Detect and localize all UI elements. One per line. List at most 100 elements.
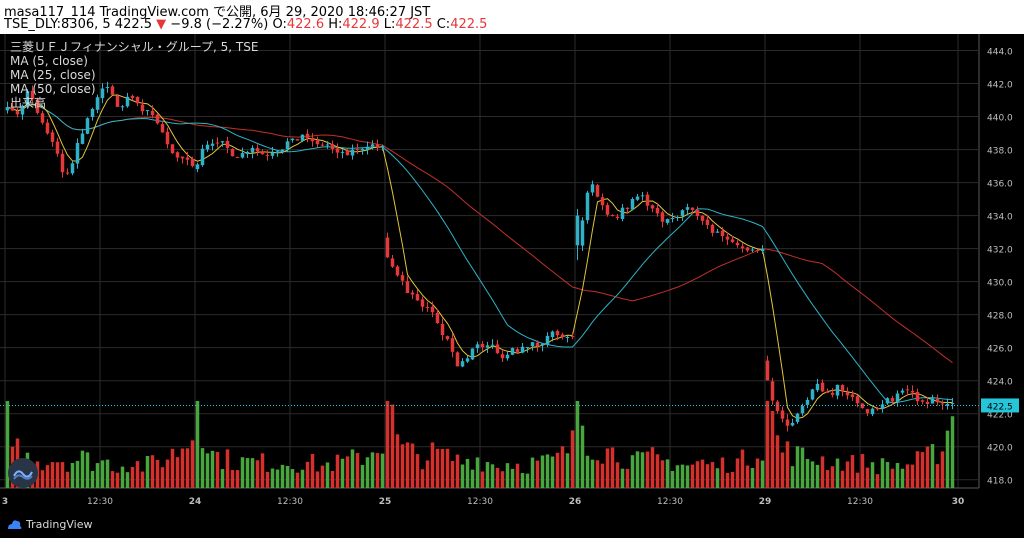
candle-body — [605, 204, 610, 215]
volume-bar — [340, 458, 345, 488]
candle-body — [270, 152, 275, 156]
chart-header: masa117_114 TradingView.com で公開, 6月 29, … — [0, 0, 1024, 34]
y-tick-label: 432.0 — [987, 246, 1013, 256]
volume-bar — [375, 453, 380, 488]
volume-bar — [760, 460, 765, 488]
candle-body — [90, 108, 95, 117]
candle-body — [35, 99, 40, 113]
candle-body — [540, 343, 545, 346]
candle-body — [360, 148, 365, 151]
x-tick-label: 26 — [569, 497, 582, 507]
volume-bar — [220, 469, 225, 488]
candle-body — [205, 144, 210, 150]
volume-bar — [260, 453, 265, 488]
candle-body — [950, 402, 955, 404]
candle-body — [280, 149, 285, 153]
candle-body — [590, 184, 595, 193]
volume-bar — [755, 458, 760, 488]
candle-body — [770, 381, 775, 401]
y-tick-label: 438.0 — [987, 147, 1013, 157]
candle-body — [495, 344, 500, 354]
candle-body — [460, 361, 465, 367]
volume-bar — [160, 467, 165, 488]
volume-bar — [135, 461, 140, 488]
candle-body — [755, 250, 760, 252]
candle-body — [275, 151, 280, 154]
y-tick-label: 418.0 — [987, 477, 1013, 487]
y-tick-label: 424.0 — [987, 378, 1013, 388]
last-price-tag-label: 422.5 — [987, 402, 1013, 412]
wave-icon[interactable] — [8, 458, 38, 488]
candle-body — [425, 306, 430, 308]
volume-bar — [890, 468, 895, 488]
candle-body — [420, 299, 425, 307]
volume-bar — [730, 471, 735, 488]
volume-bar — [130, 467, 135, 488]
volume-bar — [785, 441, 790, 488]
x-tick-label: 12:30 — [277, 497, 303, 507]
volume-bar — [945, 430, 950, 488]
candle-body — [75, 142, 80, 164]
volume-bar — [290, 469, 295, 488]
footer-bar — [0, 510, 1024, 538]
candle-body — [290, 138, 295, 141]
candle-body — [860, 403, 865, 409]
volume-bar — [770, 411, 775, 488]
candle-body — [725, 236, 730, 240]
volume-bar — [930, 444, 935, 488]
candle-body — [865, 409, 870, 414]
x-tick-label: 12:30 — [87, 497, 113, 507]
candle-body — [110, 86, 115, 95]
candle-body — [455, 352, 460, 367]
candle-body — [780, 410, 785, 419]
candle-body — [705, 219, 710, 226]
candle-body — [915, 391, 920, 402]
volume-bar — [640, 452, 645, 488]
candle-body — [40, 113, 45, 123]
candle-body — [435, 312, 440, 324]
volume-bar — [395, 434, 400, 488]
volume-bar — [350, 449, 355, 488]
volume-bar — [560, 446, 565, 488]
volume-bar — [580, 425, 585, 488]
candle-body — [480, 343, 485, 348]
candle-body — [600, 197, 605, 206]
volume-bar — [740, 449, 745, 488]
volume-bar — [850, 455, 855, 488]
volume-bar — [650, 447, 655, 488]
volume-bar — [690, 464, 695, 488]
volume-bar — [75, 460, 80, 488]
candle-body — [595, 185, 600, 197]
y-tick-label: 436.0 — [987, 180, 1013, 190]
candle-body — [155, 114, 160, 124]
candle-body — [610, 214, 615, 216]
candle-body — [695, 209, 700, 217]
candle-body — [485, 345, 490, 348]
volume-bar — [725, 472, 730, 488]
volume-bar — [80, 450, 85, 488]
volume-bar — [610, 447, 615, 488]
volume-bar — [500, 471, 505, 488]
candle-body — [510, 348, 515, 355]
volume-bar — [950, 416, 955, 488]
volume-bar — [195, 401, 200, 488]
candle-body — [825, 391, 830, 393]
candle-body — [660, 212, 665, 222]
volume-bar — [460, 464, 465, 488]
volume-bar — [5, 401, 10, 488]
volume-bar — [50, 462, 55, 488]
volume-bar — [310, 454, 315, 488]
volume-bar — [300, 469, 305, 488]
candle-body — [315, 140, 320, 145]
candle-body — [220, 141, 225, 143]
volume-bar — [440, 448, 445, 488]
volume-bar — [525, 473, 530, 488]
candle-body — [670, 218, 675, 220]
volume-bar — [795, 446, 800, 488]
candle-body — [125, 96, 130, 107]
price-chart[interactable]: 418.0 420.0 422.0 424.0 426.0 428.0 430.0 432.0… — [0, 34, 1024, 510]
tradingview-logo[interactable]: TradingView — [6, 517, 92, 531]
volume-bar — [40, 470, 45, 488]
volume-bar — [860, 454, 865, 488]
candle-body — [580, 220, 585, 246]
